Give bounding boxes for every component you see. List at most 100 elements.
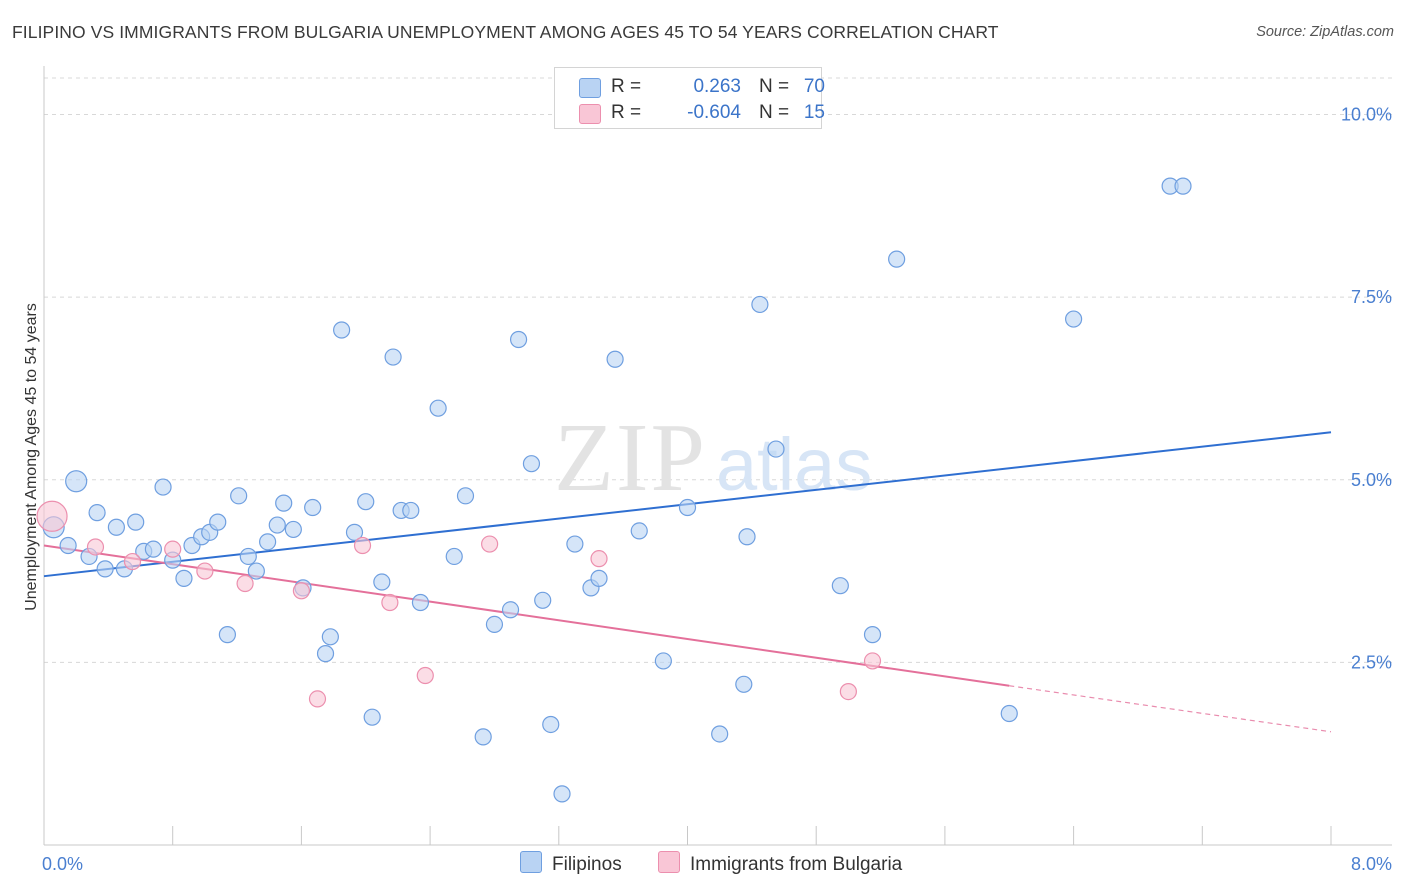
- point-bulgaria: [590, 550, 608, 568]
- point-bulgaria: [86, 538, 105, 556]
- point-filipinos: [402, 501, 420, 520]
- watermark-atlas: atlas: [716, 423, 872, 506]
- point-filipinos: [711, 725, 729, 743]
- point-filipinos: [175, 569, 193, 587]
- point-bulgaria: [36, 500, 68, 532]
- point-bulgaria: [308, 690, 327, 708]
- point-bulgaria: [123, 552, 142, 571]
- point-filipinos: [88, 504, 106, 522]
- point-filipinos: [534, 591, 552, 609]
- trendline-bulgaria-extension: [1009, 685, 1332, 733]
- point-filipinos: [345, 523, 364, 541]
- point-filipinos: [259, 533, 277, 551]
- point-filipinos: [831, 577, 849, 595]
- point-filipinos: [154, 478, 172, 496]
- point-filipinos: [218, 626, 236, 644]
- point-filipinos: [751, 295, 769, 314]
- point-filipinos: [474, 728, 492, 746]
- series-label-bulgaria: Immigrants from Bulgaria: [690, 854, 903, 875]
- point-bulgaria: [381, 593, 399, 612]
- correlation-legend: R = 0.263 N = 70 R = -0.604 N = 15: [554, 67, 825, 129]
- point-filipinos: [284, 520, 302, 539]
- point-filipinos: [230, 487, 248, 505]
- y-tick-label: 5.0%: [1351, 470, 1392, 490]
- point-filipinos: [509, 330, 528, 349]
- y-axis-label: Unemployment Among Ages 45 to 54 years: [23, 303, 40, 611]
- point-bulgaria: [236, 574, 254, 593]
- legend-n-label: N =: [759, 76, 790, 97]
- watermark-zip: ZIP: [554, 404, 707, 512]
- legend-r-value: -0.604: [687, 102, 741, 123]
- legend-n-value: 15: [803, 102, 825, 123]
- point-filipinos: [456, 487, 475, 505]
- point-filipinos: [373, 573, 391, 591]
- x-tick-label: 8.0%: [1351, 854, 1392, 874]
- point-filipinos: [59, 536, 77, 555]
- legend-swatch-bulgaria: [579, 104, 601, 124]
- point-filipinos: [96, 560, 114, 578]
- point-filipinos: [1064, 310, 1083, 328]
- y-tick-label: 2.5%: [1351, 652, 1392, 672]
- point-filipinos: [275, 494, 293, 512]
- point-filipinos: [107, 518, 125, 536]
- chart-title: FILIPINO VS IMMIGRANTS FROM BULGARIA UNE…: [12, 22, 999, 42]
- point-filipinos: [566, 535, 584, 553]
- point-filipinos: [268, 516, 286, 534]
- data-points: [36, 177, 1192, 803]
- source-label: Source: ZipAtlas.com: [1256, 24, 1394, 40]
- legend-r-label: R =: [611, 76, 642, 97]
- point-bulgaria: [164, 540, 182, 558]
- point-filipinos: [553, 785, 571, 803]
- point-filipinos: [384, 348, 402, 366]
- point-bulgaria: [292, 582, 310, 600]
- point-filipinos: [606, 350, 624, 368]
- point-filipinos: [127, 513, 145, 531]
- point-bulgaria: [353, 536, 372, 555]
- legend-swatch-filipinos: [579, 78, 601, 98]
- point-bulgaria: [196, 562, 214, 580]
- point-filipinos: [501, 601, 520, 619]
- point-filipinos: [357, 493, 375, 511]
- point-filipinos: [654, 652, 672, 670]
- point-filipinos: [1174, 177, 1192, 195]
- point-filipinos: [321, 628, 339, 646]
- point-bulgaria: [863, 652, 882, 670]
- watermark: ZIP atlas: [554, 404, 872, 512]
- point-filipinos: [590, 569, 608, 587]
- point-filipinos: [542, 715, 560, 734]
- tick-labels: 2.5% 5.0% 7.5% 10.0% 0.0% 8.0%: [42, 105, 1392, 874]
- point-filipinos: [411, 593, 430, 612]
- point-filipinos: [363, 708, 381, 726]
- trendline-bulgaria: [43, 544, 1010, 687]
- point-filipinos: [65, 470, 88, 493]
- point-filipinos: [239, 547, 257, 566]
- legend-n-value: 70: [803, 76, 825, 97]
- point-filipinos: [767, 440, 785, 458]
- point-filipinos: [247, 562, 265, 580]
- point-filipinos: [429, 399, 447, 417]
- series-legend-bulgaria[interactable]: Immigrants from Bulgaria: [658, 851, 902, 877]
- point-filipinos: [522, 455, 541, 473]
- point-filipinos: [678, 498, 697, 517]
- point-filipinos: [304, 498, 322, 517]
- series-legend-filipinos[interactable]: Filipinos: [520, 851, 622, 877]
- x-tick-label: 0.0%: [42, 854, 83, 874]
- point-filipinos: [209, 513, 227, 531]
- point-bulgaria: [416, 666, 434, 685]
- point-filipinos: [738, 528, 756, 546]
- series-swatch-filipinos: [520, 851, 542, 873]
- point-bulgaria: [481, 535, 499, 553]
- point-filipinos: [316, 645, 335, 663]
- point-filipinos: [630, 522, 648, 540]
- point-filipinos: [144, 540, 162, 558]
- series-label-filipinos: Filipinos: [552, 854, 622, 875]
- point-filipinos: [1000, 704, 1018, 723]
- y-tick-label: 7.5%: [1351, 287, 1392, 307]
- point-filipinos: [333, 321, 351, 339]
- legend-r-label: R =: [611, 102, 642, 123]
- point-bulgaria: [839, 682, 857, 701]
- point-filipinos: [863, 626, 882, 644]
- legend-n-label: N =: [759, 102, 790, 123]
- legend-r-value: 0.263: [693, 76, 741, 97]
- series-swatch-bulgaria: [658, 851, 680, 873]
